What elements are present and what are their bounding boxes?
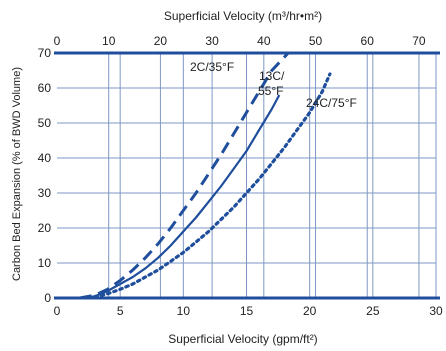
grid-layer bbox=[57, 53, 437, 298]
x-axis-title-top: Superficial Velocity (m³/hr•m²) bbox=[164, 9, 322, 23]
series-layer bbox=[79, 51, 332, 300]
x-top-tick-label: 20 bbox=[154, 34, 168, 48]
x-tick-label: 0 bbox=[54, 304, 61, 318]
series-line-dotted bbox=[86, 72, 332, 300]
x-top-tick-label: 50 bbox=[309, 34, 323, 48]
x-top-tick-label: 60 bbox=[361, 34, 375, 48]
y-tick-label: 70 bbox=[38, 46, 52, 60]
y-tick-label: 50 bbox=[38, 116, 52, 130]
series-line-solid bbox=[82, 94, 281, 300]
x-tick-label: 30 bbox=[429, 304, 443, 318]
x-top-tick-label: 30 bbox=[205, 34, 219, 48]
x-tick-label: 10 bbox=[177, 304, 191, 318]
series-line-dashed bbox=[79, 51, 290, 300]
x-tick-label: 5 bbox=[117, 304, 124, 318]
y-tick-label: 40 bbox=[38, 151, 52, 165]
y-tick-label: 20 bbox=[38, 221, 52, 235]
x-tick-label: 15 bbox=[240, 304, 254, 318]
y-tick-label: 60 bbox=[38, 81, 52, 95]
y-tick-label: 30 bbox=[38, 186, 52, 200]
annotation-13c-line2: 55°F bbox=[258, 84, 283, 98]
x-top-tick-label: 70 bbox=[412, 34, 426, 48]
annotation-2c: 2C/35°F bbox=[190, 60, 234, 74]
annotation-24c: 24C/75°F bbox=[306, 96, 357, 110]
x-top-tick-label: 10 bbox=[102, 34, 116, 48]
axis-layer bbox=[54, 51, 440, 300]
x-tick-label: 20 bbox=[303, 304, 317, 318]
y-tick-label: 0 bbox=[44, 291, 51, 305]
x-axis-title-bottom: Superficial Velocity (gpm/ft²) bbox=[168, 332, 317, 346]
x-top-tick-label: 40 bbox=[257, 34, 271, 48]
y-axis-title: Carbon Bed Expansion (% of BWD Volume) bbox=[11, 67, 23, 281]
y-tick-label: 10 bbox=[38, 256, 52, 270]
x-top-tick-label: 0 bbox=[54, 34, 61, 48]
annotation-13c-line1: 13C/ bbox=[259, 69, 285, 83]
x-tick-label: 25 bbox=[366, 304, 380, 318]
